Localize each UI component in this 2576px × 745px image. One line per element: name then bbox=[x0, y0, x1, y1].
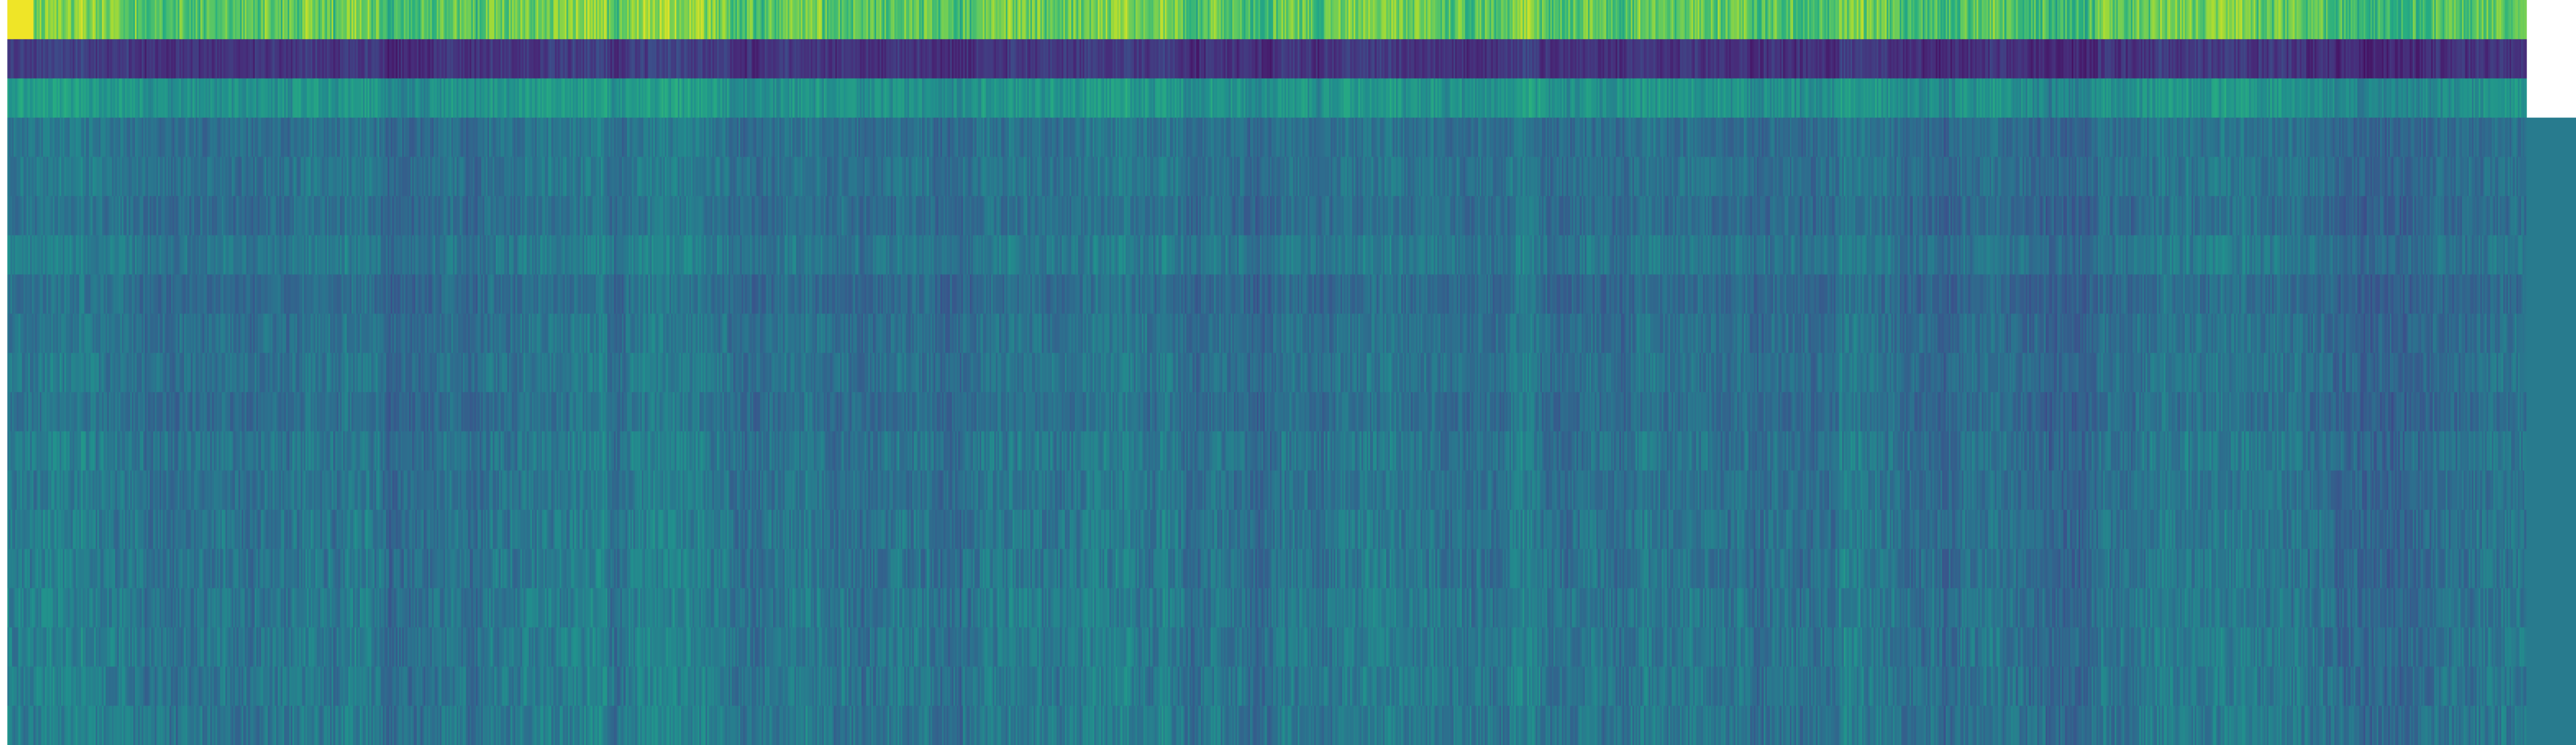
heatmap-canvas bbox=[0, 0, 2576, 745]
heatmap-chart bbox=[0, 0, 2576, 745]
